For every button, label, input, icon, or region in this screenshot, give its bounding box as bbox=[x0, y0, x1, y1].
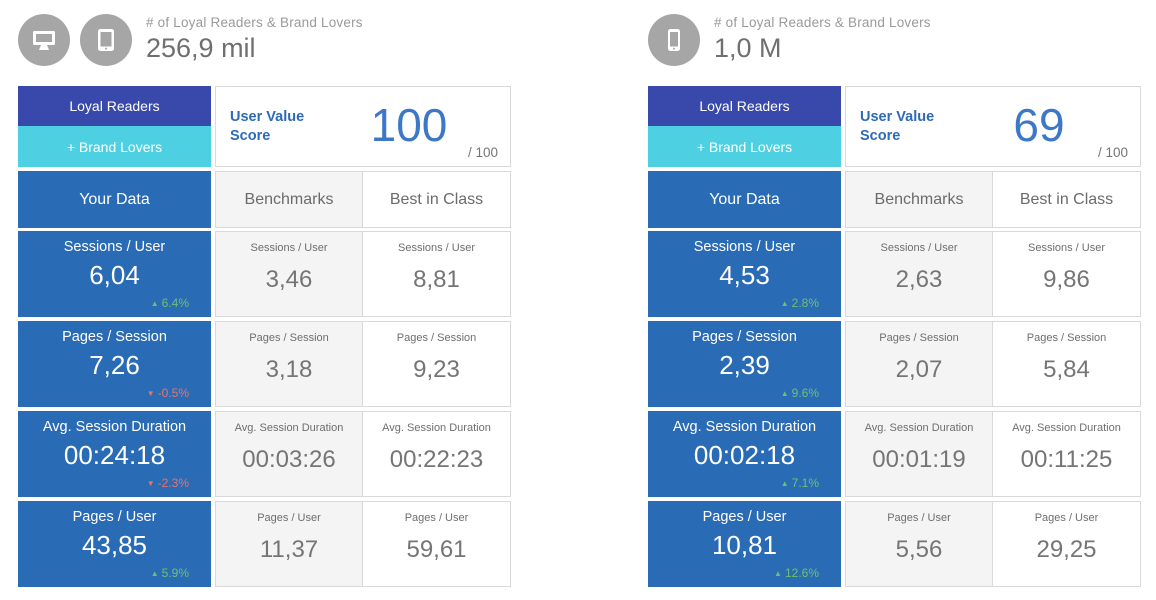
benchmark-value: 11,37 bbox=[259, 536, 319, 563]
change-indicator: -2.3% bbox=[147, 476, 189, 490]
column-your-data: Your Data bbox=[648, 171, 841, 228]
best-value: 5,84 bbox=[1043, 356, 1090, 383]
metric-label: Pages / User bbox=[702, 509, 787, 525]
column-your-data: Your Data bbox=[18, 171, 211, 228]
best-value: 29,25 bbox=[1036, 536, 1097, 563]
scorecard-panel-mobile: # of Loyal Readers & Brand Lovers 1,0 M … bbox=[648, 0, 1141, 587]
benchmark-label: Pages / User bbox=[257, 512, 321, 524]
user-value-score-card: User Value Score 69 / 100 bbox=[845, 86, 1141, 167]
metric-row-pages-session: Pages / Session 2,39 9.6% Pages / Sessio… bbox=[648, 321, 1141, 407]
score-table: Loyal Readers + Brand Lovers User Value … bbox=[18, 86, 511, 591]
panel-header: # of Loyal Readers & Brand Lovers 256,9 … bbox=[18, 14, 511, 72]
segment-brand-lovers: + Brand Lovers bbox=[18, 126, 211, 167]
metric-value: 6,04 bbox=[89, 260, 140, 290]
metric-row-sessions-user: Sessions / User 4,53 2.8% Sessions / Use… bbox=[648, 231, 1141, 317]
column-benchmarks: Benchmarks bbox=[846, 172, 993, 227]
change-indicator: 6.4% bbox=[151, 296, 189, 310]
best-value: 9,23 bbox=[413, 356, 460, 383]
metric-label: Sessions / User bbox=[63, 239, 166, 255]
benchmark-value: 3,46 bbox=[265, 266, 313, 293]
score-max: / 100 bbox=[1097, 145, 1128, 160]
segment-brand-lovers: + Brand Lovers bbox=[648, 126, 841, 167]
best-label: Sessions / User bbox=[1027, 242, 1106, 254]
panel-header: # of Loyal Readers & Brand Lovers 1,0 M bbox=[648, 14, 1141, 72]
metric-label: Pages / User bbox=[72, 509, 157, 525]
desktop-icon bbox=[18, 14, 70, 66]
metric-row-pages-user: Pages / User 43,85 5.9% Pages / User 11,3… bbox=[18, 501, 511, 587]
best-value: 8,81 bbox=[413, 266, 460, 293]
tablet-icon bbox=[80, 14, 132, 66]
benchmark-value: 3,18 bbox=[265, 356, 313, 383]
best-value: 00:11:25 bbox=[1020, 446, 1113, 473]
best-value: 9,86 bbox=[1043, 266, 1090, 293]
metric-label: Pages / Session bbox=[62, 329, 167, 345]
benchmark-value: 00:01:19 bbox=[872, 446, 966, 473]
score-max: / 100 bbox=[467, 145, 498, 160]
metric-title: # of Loyal Readers & Brand Lovers bbox=[714, 15, 931, 30]
segments-score-row: Loyal Readers + Brand Lovers User Value … bbox=[18, 86, 511, 167]
metric-value: 00:02:18 bbox=[693, 440, 796, 470]
change-indicator: -0.5% bbox=[147, 386, 189, 400]
score-value: 69 bbox=[1013, 98, 1065, 151]
metric-value: 43,85 bbox=[81, 530, 148, 560]
score-label: User Value Score bbox=[860, 109, 935, 144]
metric-row-sessions-user: Sessions / User 6,04 6.4% Sessions / Use… bbox=[18, 231, 511, 317]
metric-total: 256,9 mil bbox=[146, 33, 256, 63]
segments-score-row: Loyal Readers + Brand Lovers User Value … bbox=[648, 86, 1141, 167]
column-header-row: Your Data Benchmarks Best in Class bbox=[18, 171, 511, 228]
benchmark-value: 5,56 bbox=[895, 536, 943, 563]
segment-loyal-readers: Loyal Readers bbox=[648, 86, 841, 126]
column-header-row: Your Data Benchmarks Best in Class bbox=[648, 171, 1141, 228]
score-label: User Value Score bbox=[230, 109, 305, 144]
benchmark-label: Sessions / User bbox=[250, 242, 328, 254]
change-indicator: 9.6% bbox=[781, 386, 819, 400]
metric-row-pages-session: Pages / Session 7,26 -0.5% Pages / Sessi… bbox=[18, 321, 511, 407]
user-value-score-card: User Value Score 100 / 100 bbox=[215, 86, 511, 167]
best-label: Pages / User bbox=[404, 512, 469, 524]
metric-value: 7,26 bbox=[89, 350, 140, 380]
best-label: Avg. Session Duration bbox=[1012, 422, 1121, 434]
column-best-in-class: Best in Class bbox=[993, 172, 1140, 227]
score-table: Loyal Readers + Brand Lovers User Value … bbox=[648, 86, 1141, 591]
change-indicator: 2.8% bbox=[781, 296, 819, 310]
best-label: Pages / User bbox=[1034, 512, 1099, 524]
metric-row-avg-session-duration: Avg. Session Duration 00:02:18 7.1% Avg.… bbox=[648, 411, 1141, 497]
benchmark-label: Sessions / User bbox=[880, 242, 958, 254]
metric-value: 10,81 bbox=[711, 530, 778, 560]
change-indicator: 7.1% bbox=[781, 476, 819, 490]
column-best-in-class: Best in Class bbox=[363, 172, 510, 227]
benchmark-value: 00:03:26 bbox=[242, 446, 336, 473]
change-indicator: 12.6% bbox=[774, 566, 819, 580]
best-label: Avg. Session Duration bbox=[382, 422, 491, 434]
best-label: Pages / Session bbox=[1026, 332, 1107, 344]
change-indicator: 5.9% bbox=[151, 566, 189, 580]
metric-label: Pages / Session bbox=[692, 329, 797, 345]
benchmark-label: Avg. Session Duration bbox=[234, 422, 344, 434]
best-value: 59,61 bbox=[406, 536, 467, 563]
benchmark-value: 2,63 bbox=[895, 266, 943, 293]
scorecard-panel-desktop-tablet: # of Loyal Readers & Brand Lovers 256,9 … bbox=[18, 0, 511, 587]
best-label: Sessions / User bbox=[397, 242, 476, 254]
metric-row-pages-user: Pages / User 10,81 12.6% Pages / User 5,5… bbox=[648, 501, 1141, 587]
metric-label: Avg. Session Duration bbox=[672, 419, 817, 435]
metric-value: 00:24:18 bbox=[63, 440, 166, 470]
benchmark-label: Pages / Session bbox=[249, 332, 329, 344]
metric-label: Sessions / User bbox=[693, 239, 796, 255]
column-benchmarks: Benchmarks bbox=[216, 172, 363, 227]
segment-loyal-readers: Loyal Readers bbox=[18, 86, 211, 126]
metric-total: 1,0 M bbox=[714, 33, 782, 63]
metric-title: # of Loyal Readers & Brand Lovers bbox=[146, 15, 363, 30]
benchmark-label: Pages / User bbox=[887, 512, 951, 524]
benchmark-label: Avg. Session Duration bbox=[864, 422, 974, 434]
metric-value: 2,39 bbox=[719, 350, 770, 380]
metric-value: 4,53 bbox=[719, 260, 770, 290]
best-value: 00:22:23 bbox=[389, 446, 484, 473]
score-value: 100 bbox=[370, 98, 448, 151]
smartphone-icon bbox=[648, 14, 700, 66]
benchmark-label: Pages / Session bbox=[879, 332, 959, 344]
best-label: Pages / Session bbox=[396, 332, 477, 344]
metric-row-avg-session-duration: Avg. Session Duration 00:24:18 -2.3% Avg… bbox=[18, 411, 511, 497]
benchmark-value: 2,07 bbox=[895, 356, 943, 383]
metric-label: Avg. Session Duration bbox=[42, 419, 187, 435]
